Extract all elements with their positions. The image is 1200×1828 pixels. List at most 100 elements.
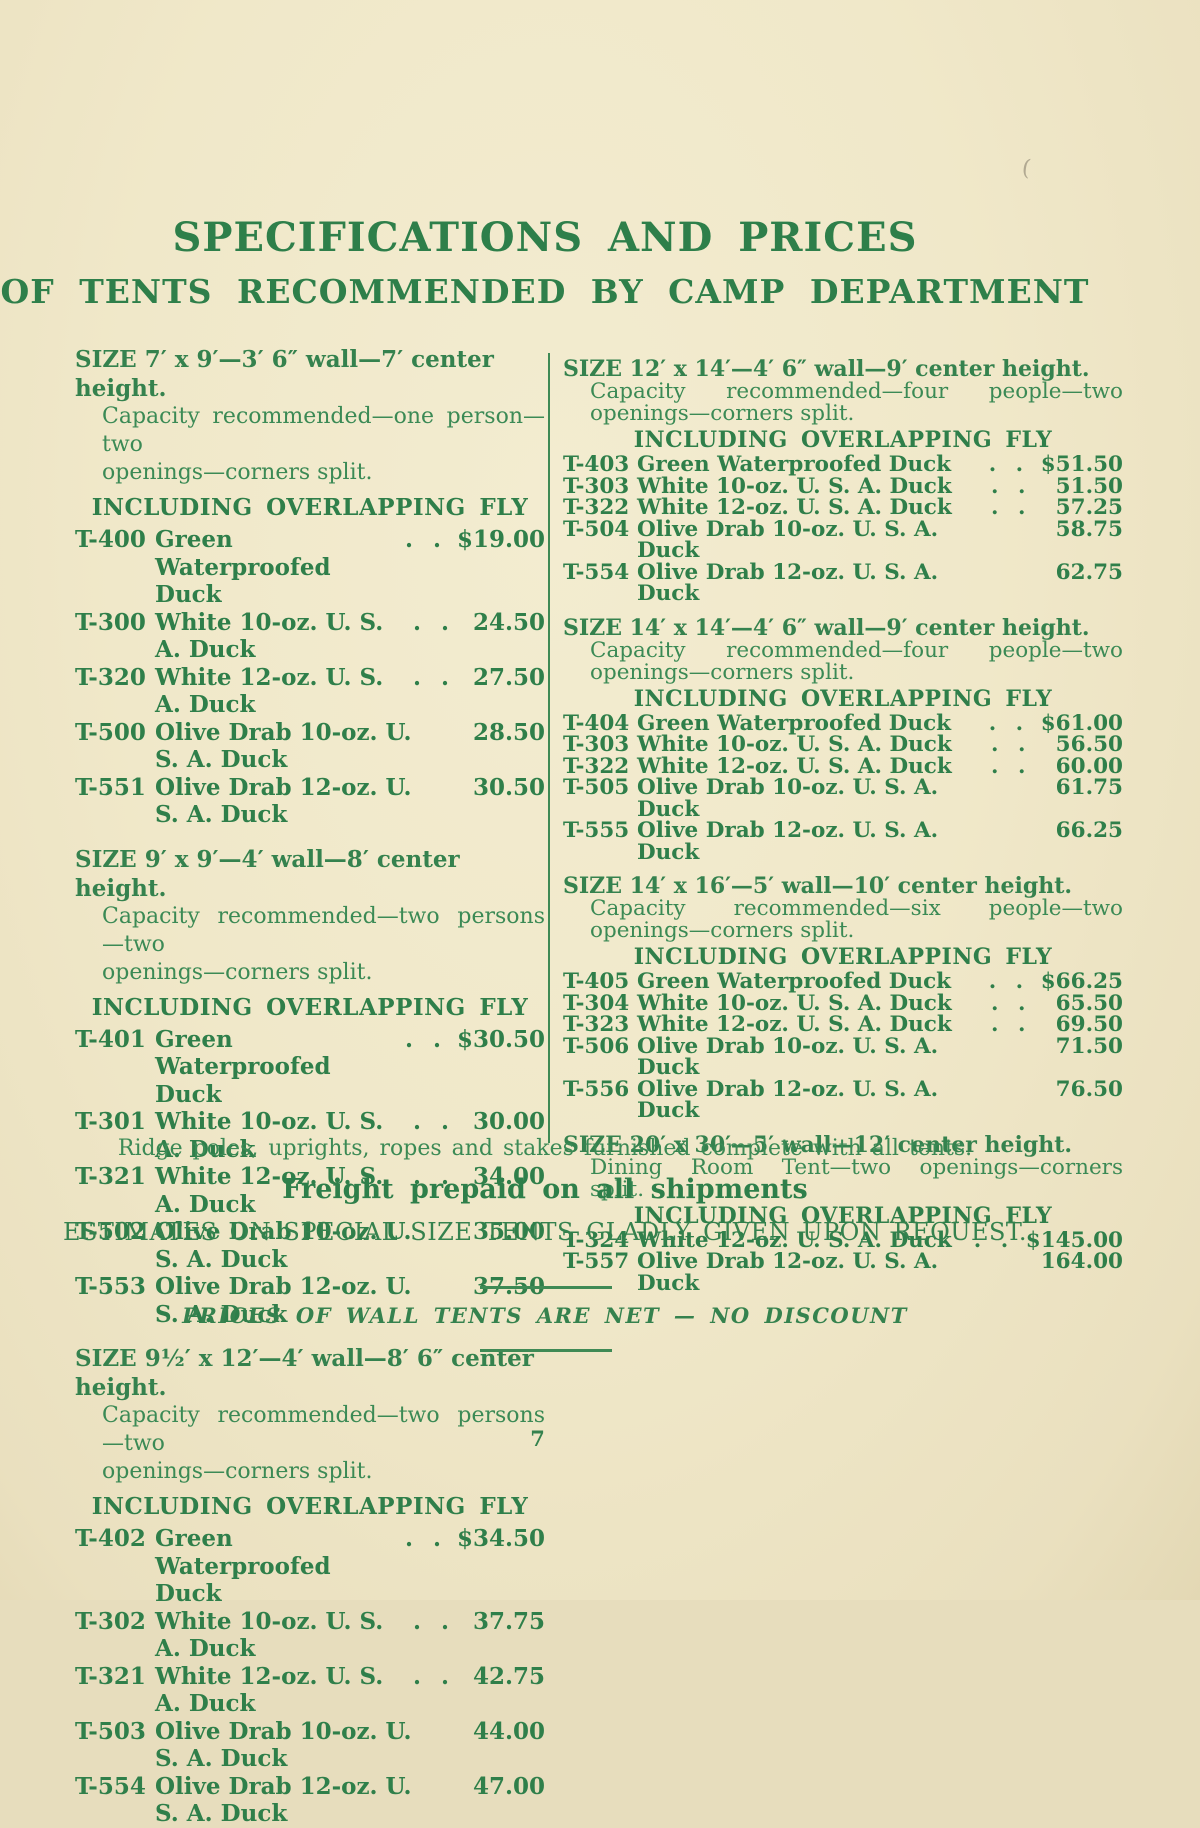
dot-leaders: . . [404, 1025, 447, 1053]
dot-leaders: . . [991, 1012, 1032, 1037]
price-value: 66.25 [1055, 818, 1123, 843]
price-value: 69.50 [1055, 1012, 1123, 1037]
fabric-description: White 12-oz. U. S. A. Duck [155, 1163, 384, 1218]
model-number: T-403 [563, 452, 630, 477]
price-row: T-324 White 12-oz. U. S. A. Duck . . $145.0… [563, 1227, 1123, 1253]
estimates-line: ESTIMATES ON SPECIAL SIZE TENTS GLADLY G… [62, 1218, 1028, 1246]
price-value: 62.75 [1055, 559, 1123, 585]
model-number: T-401 [75, 1025, 146, 1053]
price-value: 56.50 [1055, 732, 1123, 757]
price-row: T-505 Olive Drab 10-oz. U. S. A. Duck 61.7… [563, 777, 1123, 820]
price-row: T-301 White 10-oz. U. S. A. Duck . . 30.00 [75, 1108, 545, 1163]
fabric-description: White 10-oz. U. S. A. Duck [155, 1607, 384, 1663]
capacity-line: Capacity recommended—six people—two [590, 896, 1123, 921]
fabric-description: Olive Drab 12-oz. U. S. A. Duck [637, 559, 939, 606]
price-value: 57.25 [1055, 495, 1123, 520]
model-number: T-322 [563, 753, 630, 779]
size-heading: SIZE 14′ x 16′—5′ wall—10′ center height… [563, 873, 1073, 899]
price-value: 60.00 [1055, 753, 1123, 779]
fabric-description: White 12-oz. U. S. A. Duck [637, 1227, 952, 1253]
capacity-line: openings—corners split. [590, 918, 855, 943]
price-row: T-500 Olive Drab 10-oz. U. S. A. Duck 28.5… [75, 719, 545, 774]
price-value: 58.75 [1055, 516, 1123, 542]
fabric-description: Green Waterproofed Duck [637, 969, 952, 994]
fabric-description: Olive Drab 12-oz. U. S. A. Duck [155, 773, 412, 829]
model-number: T-402 [75, 1525, 146, 1552]
tent-spec-section: SIZE 14′ x 14′—4′ 6″ wall—9′ center heig… [563, 614, 1123, 865]
model-number: T-322 [563, 495, 630, 520]
price-value: 30.00 [472, 1108, 545, 1135]
dot-leaders: . . [413, 663, 456, 691]
including-fly-heading: INCLUDING OVERLAPPING FLY [91, 494, 529, 521]
price-value: $61.00 [1040, 710, 1123, 736]
price-value: 47.00 [472, 1772, 545, 1800]
capacity-line: Capacity recommended—four people—two [590, 637, 1123, 663]
fabric-description: Olive Drab 10-oz. U. S. A. Duck [155, 718, 412, 774]
model-number: T-551 [75, 773, 146, 801]
scan-artifact-mark: ( [1020, 155, 1033, 182]
capacity-line: Dining Room Tent—two openings—corners [590, 1154, 1123, 1180]
price-value: $145.00 [1025, 1227, 1123, 1253]
dot-leaders: . . [991, 473, 1032, 499]
price-row: T-404 Green Waterproofed Duck . . $61.00 [563, 710, 1123, 736]
price-row: T-503 Olive Drab 10-oz. U. S. A. Duck 44.0… [75, 1718, 545, 1773]
model-number: T-506 [563, 1033, 630, 1059]
model-number: T-323 [563, 1012, 630, 1037]
ridge-poles-note: Ridge poles, uprights, ropes and stakes … [117, 1136, 973, 1161]
price-row: T-506 Olive Drab 10-oz. U. S. A. Duck 71.5… [563, 1033, 1123, 1079]
dot-leaders [413, 1718, 465, 1773]
dot-leaders: . . [973, 1227, 1015, 1253]
dot-leaders: . . [404, 1525, 447, 1552]
model-number: T-554 [75, 1772, 146, 1800]
dot-leaders: . . [413, 1163, 456, 1190]
size-heading: SIZE 14′ x 14′—4′ 6″ wall—9′ center heig… [563, 614, 1090, 641]
fabric-description: Olive Drab 10-oz. U. S. A. Duck [637, 775, 939, 822]
tent-spec-section: SIZE 12′ x 14′—4′ 6″ wall—9′ center heig… [563, 358, 1123, 605]
column-right: SIZE 12′ x 14′—4′ 6″ wall—9′ center heig… [563, 358, 1123, 1294]
price-value: 37.75 [472, 1607, 545, 1635]
price-row: T-300 White 10-oz. U. S. A. Duck . . 24.50 [75, 609, 545, 664]
price-row: T-405 Green Waterproofed Duck . . $66.25 [563, 971, 1123, 993]
capacity-line: Capacity recommended—four people—two [590, 379, 1123, 404]
price-value: $66.25 [1040, 969, 1123, 994]
price-row: T-403 Green Waterproofed Duck . . $51.50 [563, 454, 1123, 476]
price-value: 44.00 [472, 1717, 545, 1745]
fabric-description: White 12-oz. U. S. A. Duck [155, 663, 384, 719]
price-value: $34.50 [456, 1525, 545, 1552]
capacity-line: split. [590, 1176, 645, 1202]
price-row: T-320 White 12-oz. U. S. A. Duck . . 27.50 [75, 664, 545, 719]
model-number: T-500 [75, 718, 146, 746]
price-value: 28.50 [472, 718, 545, 746]
dot-leaders [991, 1079, 1043, 1122]
price-value: $51.50 [1040, 452, 1123, 477]
dot-leaders: . . [988, 452, 1030, 477]
dot-leaders [413, 719, 465, 774]
model-number: T-553 [75, 1273, 146, 1300]
fabric-description: Green Waterproofed Duck [637, 710, 952, 736]
size-heading: SIZE 7′ x 9′—3′ 6″ wall—7′ center height… [75, 346, 494, 402]
price-row: T-302 White 10-oz. U. S. A. Duck . . 37.75 [75, 1608, 545, 1663]
price-row: T-303 White 10-oz. U. S. A. Duck . . 56.50 [563, 734, 1123, 756]
dot-leaders: . . [991, 495, 1032, 520]
tent-spec-section: SIZE 20′ x 30′—5′ wall—12′ center height… [563, 1133, 1123, 1295]
dot-leaders: . . [413, 1108, 456, 1135]
model-number: T-555 [563, 818, 630, 843]
fabric-description: White 10-oz. U. S. A. Duck [637, 473, 952, 499]
price-value: $30.50 [456, 1025, 545, 1053]
model-number: T-405 [563, 969, 630, 994]
model-number: T-302 [75, 1607, 146, 1635]
price-row: T-322 White 12-oz. U. S. A. Duck . . 57.25 [563, 497, 1123, 519]
price-row: T-402 Green Waterproofed Duck . . $34.50 [75, 1525, 545, 1608]
fabric-description: White 10-oz. U. S. A. Duck [637, 732, 952, 757]
dot-leaders [413, 1773, 465, 1828]
price-row: T-323 White 12-oz. U. S. A. Duck . . 69.50 [563, 1014, 1123, 1036]
dot-leaders [991, 1036, 1043, 1079]
fabric-description: White 12-oz. U. S. A. Duck [637, 1012, 952, 1037]
horizontal-rule-bottom [480, 1349, 612, 1352]
fabric-description: Olive Drab 12-oz. U. S. A. Duck [637, 818, 939, 865]
model-number: T-304 [563, 990, 630, 1016]
dot-leaders: . . [404, 526, 447, 553]
price-value: 27.50 [472, 663, 545, 691]
model-number: T-554 [563, 559, 630, 585]
